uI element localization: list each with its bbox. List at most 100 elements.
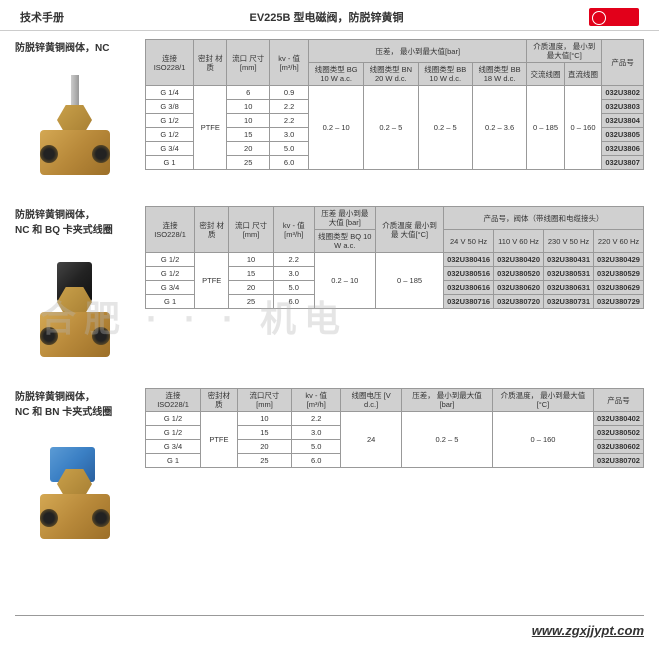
- th-prod-group: 产品号，阀体（带线圈和电缆接头）: [444, 207, 644, 230]
- th-temp: 介质温度， 最小到最大值[°C]: [492, 389, 593, 412]
- cell-port: 15: [237, 426, 292, 440]
- section3-title: 防脱锌黄铜阀体， NC 和 BN 卡夹式线圈: [15, 388, 135, 418]
- cell-port: 10: [237, 412, 292, 426]
- section-left: 防脱锌黄铜阀体， NC 和 BN 卡夹式线圈: [15, 388, 135, 554]
- cell-conn: G 1/4: [146, 86, 194, 100]
- th-v220: 220 V 60 Hz: [594, 230, 644, 253]
- th-v110: 110 V 60 Hz: [494, 230, 544, 253]
- cell-kv: 5.0: [273, 281, 314, 295]
- cell-port: 15: [229, 267, 274, 281]
- table-row: G 1/4PTFE60.90.2 – 100.2 – 50.2 – 50.2 –…: [146, 86, 644, 100]
- cell-conn: G 1/2: [146, 128, 194, 142]
- cell-conn: G 1/2: [146, 412, 201, 426]
- cell-conn: G 1/2: [146, 426, 201, 440]
- cell-tac: 0 – 185: [527, 86, 565, 170]
- cell-p3: 032U380631: [544, 281, 594, 295]
- cell-conn: G 3/4: [146, 440, 201, 454]
- cell-seal: PTFE: [195, 253, 229, 309]
- cell-p3: 032U380431: [544, 253, 594, 267]
- th-temp-group: 介质温度， 最小到最大值[°C]: [527, 40, 602, 63]
- page-header: 技术手册 EV225B 型电磁阀，防脱锌黄铜: [0, 0, 659, 31]
- th-port: 流口尺寸 [mm]: [237, 389, 292, 412]
- cell-pd1: 0.2 – 10: [309, 86, 364, 170]
- cell-port: 25: [237, 454, 292, 468]
- cell-seal: PTFE: [194, 86, 227, 170]
- header-center: EV225B 型电磁阀，防脱锌黄铜: [249, 9, 403, 25]
- cell-kv: 6.0: [292, 454, 341, 468]
- cell-kv: 3.0: [269, 128, 308, 142]
- cell-p4: 032U380529: [594, 267, 644, 281]
- cell-pd3: 0.2 – 5: [418, 86, 472, 170]
- table2: 连接 ISO228/1 密封 材质 流口 尺寸 [mm] kv - 值 [m³/…: [145, 206, 644, 309]
- cell-kv: 6.0: [273, 295, 314, 309]
- th-prod: 产品号: [602, 40, 644, 86]
- cell-port: 25: [229, 295, 274, 309]
- cell-port: 15: [227, 128, 270, 142]
- cell-kv: 5.0: [269, 142, 308, 156]
- cell-port: 20: [237, 440, 292, 454]
- th-pdiff: 压差， 最小到最大值 [bar]: [402, 389, 493, 412]
- th-bb18: 线圈类型 BB 18 W d.c.: [472, 63, 526, 86]
- th-bg10: 线圈类型 BG 10 W a.c.: [309, 63, 364, 86]
- cell-p1: 032U380516: [444, 267, 494, 281]
- table-row: G 1/2PTFE102.20.2 – 100 – 185032U3804160…: [146, 253, 644, 267]
- cell-p2: 032U380620: [494, 281, 544, 295]
- cell-kv: 2.2: [273, 253, 314, 267]
- cell-prod: 032U380402: [593, 412, 643, 426]
- section1-title: 防脱锌黄铜阀体，NC: [15, 39, 135, 54]
- cell-p4: 032U380629: [594, 281, 644, 295]
- cell-port: 20: [229, 281, 274, 295]
- cell-port: 20: [227, 142, 270, 156]
- section-left: 防脱锌黄铜阀体， NC 和 BQ 卡夹式线圈: [15, 206, 135, 372]
- th-ac: 交流线圈: [527, 63, 565, 86]
- cell-prod: 032U3806: [602, 142, 644, 156]
- section-nc: 防脱锌黄铜阀体，NC 连接 ISO228/1 密封 材质 流口 尺寸 [mm] …: [0, 31, 659, 198]
- th-prod: 产品号: [593, 389, 643, 412]
- cell-kv: 2.2: [269, 114, 308, 128]
- cell-p3: 032U380731: [544, 295, 594, 309]
- th-conn: 连接 ISO228/1: [146, 40, 194, 86]
- cell-pd4: 0.2 – 3.6: [472, 86, 526, 170]
- cell-conn: G 1/2: [146, 253, 195, 267]
- th-port: 流口 尺寸 [mm]: [227, 40, 270, 86]
- cell-temp: 0 – 185: [375, 253, 443, 309]
- section-left: 防脱锌黄铜阀体，NC: [15, 39, 135, 190]
- table-row: G 1/2PTFE102.2240.2 – 50 – 160032U380402: [146, 412, 644, 426]
- cell-prod: 032U3802: [602, 86, 644, 100]
- cell-prod: 032U3807: [602, 156, 644, 170]
- footer-url: www.zgxjjypt.com: [532, 623, 644, 638]
- cell-conn: G 1/2: [146, 114, 194, 128]
- cell-pd: 0.2 – 5: [402, 412, 493, 468]
- cell-p2: 032U380520: [494, 267, 544, 281]
- cell-conn: G 3/4: [146, 281, 195, 295]
- section-bq: 防脱锌黄铜阀体， NC 和 BQ 卡夹式线圈 连接 ISO228/1 密封 材质…: [0, 198, 659, 380]
- th-seal: 密封 材质: [194, 40, 227, 86]
- cell-prod: 032U380602: [593, 440, 643, 454]
- cell-pd2: 0.2 – 5: [364, 86, 419, 170]
- th-kv: kv - 值 [m³/h]: [292, 389, 341, 412]
- cell-prod: 032U380502: [593, 426, 643, 440]
- th-port: 流口 尺寸 [mm]: [229, 207, 274, 253]
- th-bb10: 线圈类型 BB 10 W d.c.: [418, 63, 472, 86]
- cell-conn: G 3/8: [146, 100, 194, 114]
- cell-prod: 032U3805: [602, 128, 644, 142]
- cell-kv: 2.2: [269, 100, 308, 114]
- cell-port: 10: [227, 114, 270, 128]
- cell-kv: 0.9: [269, 86, 308, 100]
- cell-conn: G 1: [146, 295, 195, 309]
- cell-temp: 0 – 160: [492, 412, 593, 468]
- th-volt: 线圈电压 [V d.c.]: [341, 389, 402, 412]
- th-pdiff-group: 压差， 最小到最大值[bar]: [309, 40, 527, 63]
- cell-kv: 3.0: [273, 267, 314, 281]
- cell-p4: 032U380729: [594, 295, 644, 309]
- cell-tdc: 0 – 160: [564, 86, 602, 170]
- product-image-2: [15, 242, 135, 372]
- cell-kv: 6.0: [269, 156, 308, 170]
- cell-kv: 3.0: [292, 426, 341, 440]
- th-pdiff: 压差 最小到最大值 [bar]: [314, 207, 375, 230]
- th-seal: 密封 材质: [195, 207, 229, 253]
- cell-p4: 032U380429: [594, 253, 644, 267]
- cell-conn: G 3/4: [146, 142, 194, 156]
- table1: 连接 ISO228/1 密封 材质 流口 尺寸 [mm] kv - 值 [m³/…: [145, 39, 644, 170]
- th-bn20: 线圈类型 BN 20 W d.c.: [364, 63, 419, 86]
